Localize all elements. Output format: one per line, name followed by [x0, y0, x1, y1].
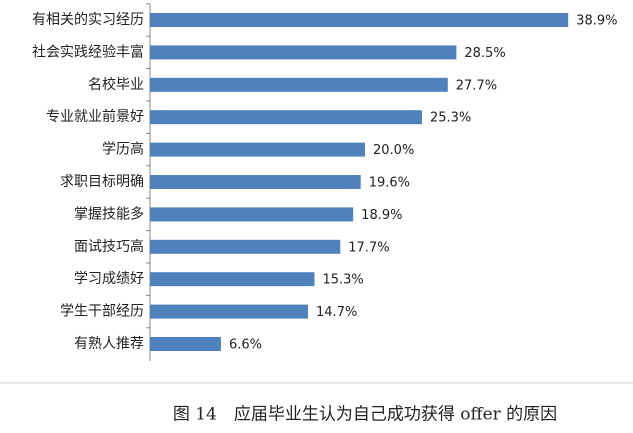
bar: [150, 13, 569, 27]
bar: [150, 175, 361, 189]
value-label: 17.7%: [348, 240, 389, 255]
category-label: 掌握技能多: [74, 205, 144, 222]
bar: [150, 304, 309, 319]
category-label: 有相关的实习经历: [32, 12, 144, 28]
bar: [150, 142, 365, 157]
value-label: 14.7%: [316, 305, 357, 320]
category-label: 学习成绩好: [74, 271, 144, 287]
category-label: 专业就业前景好: [46, 108, 144, 125]
category-label: 学历高: [102, 141, 144, 158]
value-label: 27.7%: [456, 78, 497, 93]
bar: [150, 337, 221, 351]
category-label: 学生干部经历: [60, 304, 144, 320]
value-label: 6.6%: [229, 338, 262, 353]
value-label: 28.5%: [464, 46, 505, 61]
category-label: 社会实践经验丰富: [32, 43, 144, 60]
category-label: 有熟人推荐: [74, 336, 144, 352]
bar: [150, 272, 315, 287]
bar: [150, 239, 341, 254]
value-label: 18.9%: [361, 208, 402, 223]
value-label: 38.9%: [576, 14, 617, 29]
value-label: 15.3%: [322, 273, 363, 288]
value-label: 19.6%: [369, 176, 410, 191]
value-label: 25.3%: [430, 111, 471, 126]
bar: [150, 207, 354, 222]
category-label: 求职目标明确: [60, 174, 144, 190]
bar: [150, 77, 448, 92]
bar: [150, 45, 457, 60]
category-label: 面试技巧高: [74, 238, 144, 255]
bar: [150, 110, 422, 125]
value-label: 20.0%: [373, 143, 414, 158]
category-label: 名校毕业: [88, 76, 144, 93]
caption: 图 14 应届毕业生认为自己成功获得 offer 的原因: [173, 405, 557, 425]
